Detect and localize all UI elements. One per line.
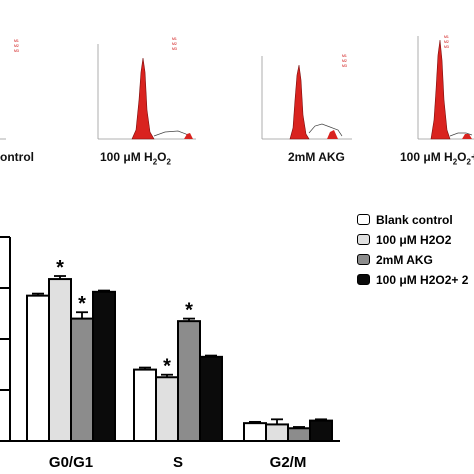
svg-text:M2: M2 [342, 59, 347, 63]
chart-bars [26, 278, 333, 443]
histogram-peak-1 [289, 64, 310, 140]
category-label: G2/M [270, 454, 307, 471]
significance-star: * [56, 257, 64, 279]
histogram-peak-2 [184, 133, 193, 139]
legend-item-h2o2: 100 μM H2O2 [357, 230, 468, 249]
bar-g2m-series-1 [265, 423, 289, 442]
histogram-peak-2 [327, 130, 338, 139]
chart-category-labels: G0/G1 S G2/M [49, 454, 306, 471]
legend-label-akg: 2mM AKG [376, 252, 433, 267]
category-label: S [173, 454, 183, 471]
histogram-peak-2 [462, 134, 472, 139]
svg-text:M1: M1 [444, 35, 449, 39]
legend-swatch-akg [357, 254, 370, 265]
histogram-caption-combo: 100 μM H2O2+ [400, 150, 474, 167]
bar-s-series-2 [177, 320, 201, 442]
svg-text:M3: M3 [172, 47, 177, 51]
histogram-caption-akg: 2mM AKG [288, 150, 345, 164]
category-label: G0/G1 [49, 454, 93, 471]
histogram-sphase [308, 123, 343, 137]
histogram-panel-h2o2 [97, 44, 196, 140]
bar-s-series-3 [199, 355, 223, 443]
significance-star: * [78, 293, 86, 315]
svg-text:M1: M1 [172, 37, 177, 41]
chart-legend: Blank control 100 μM H2O2 2mM AKG 100 μM… [357, 210, 468, 290]
legend-swatch-blank [357, 214, 370, 225]
bar-g2m-series-2 [287, 427, 311, 442]
bar-s-series-1 [155, 376, 179, 442]
legend-label-blank: Blank control [376, 212, 453, 227]
histogram-panel-combo [417, 36, 474, 140]
legend-label-h2o2: 100 μM H2O2 [376, 232, 452, 247]
svg-text:M3: M3 [14, 49, 19, 53]
svg-text:M2: M2 [444, 40, 449, 44]
chart-error-bars [32, 275, 327, 429]
bar-g0g1-series-0 [26, 294, 50, 442]
histogram-caption-h2o2: 100 μM H2O2 [100, 150, 171, 167]
bar-s-series-0 [133, 368, 157, 443]
legend-label-combo: 100 μM H2O2+ 2 [376, 272, 469, 287]
svg-text:M2: M2 [172, 42, 177, 46]
legend-item-blank: Blank control [357, 210, 468, 229]
bar-g0g1-series-3 [92, 290, 116, 443]
legend-swatch-h2o2 [357, 234, 370, 245]
legend-swatch-combo [357, 274, 370, 285]
svg-text:M3: M3 [444, 45, 449, 49]
svg-text:M2: M2 [14, 44, 19, 48]
chart-significance: * * * * [56, 257, 193, 378]
histogram-peak-1 [430, 39, 451, 140]
svg-text:M3: M3 [342, 64, 347, 68]
bar-g2m-series-0 [243, 422, 267, 442]
svg-text:M1: M1 [14, 39, 19, 43]
bar-g0g1-series-2 [70, 317, 94, 443]
significance-star: * [185, 300, 193, 322]
histogram-panel-akg [261, 56, 352, 140]
histogram-peak-1 [131, 57, 155, 140]
bar-g0g1-series-1 [48, 278, 72, 443]
bar-g2m-series-3 [309, 419, 333, 443]
legend-item-combo: 100 μM H2O2+ 2 [357, 270, 468, 289]
histogram-caption-blank: ontrol [0, 150, 34, 164]
svg-text:M1: M1 [342, 54, 347, 58]
legend-item-akg: 2mM AKG [357, 250, 468, 269]
significance-star: * [163, 356, 171, 378]
